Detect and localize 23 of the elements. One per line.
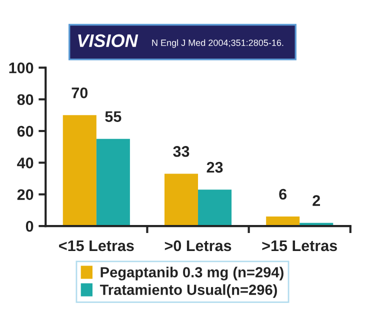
x-tick-label: >0 Letras	[164, 240, 232, 252]
y-tick-label: 20	[17, 189, 34, 200]
x-tick-label: >15 Letras	[262, 240, 337, 252]
y-tick-label: 60	[17, 126, 34, 137]
data-label: 6	[279, 188, 287, 200]
bar	[62, 115, 96, 226]
y-tick-label: 40	[17, 158, 34, 168]
data-label: 55	[105, 111, 122, 122]
data-label: 33	[173, 146, 190, 157]
y-tick-label: 0	[26, 220, 34, 232]
x-tick-label: <15 Letras	[59, 240, 134, 252]
bar	[198, 190, 232, 226]
legend-label: Tratamiento Usual(n=296)	[100, 284, 277, 298]
y-tick-label: 100	[9, 62, 34, 74]
bar	[96, 138, 130, 226]
chart-title: VISION	[78, 34, 138, 48]
legend-label: Pegaptanib 0.3 mg (n=294)	[100, 266, 284, 280]
chart-subtitle: N Engl J Med 2004;351:2805-16.	[152, 39, 284, 48]
data-label: 2	[312, 195, 320, 206]
data-label: 70	[72, 87, 88, 98]
bar	[164, 174, 198, 226]
y-tick-label: 80	[17, 94, 34, 106]
data-label: 23	[206, 162, 223, 173]
